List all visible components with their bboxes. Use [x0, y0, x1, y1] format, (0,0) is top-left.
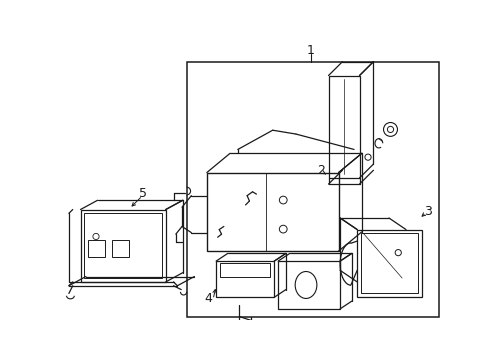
Bar: [111, 240, 128, 257]
Bar: [328, 76, 359, 178]
Text: 1: 1: [306, 44, 314, 57]
Bar: [84, 213, 162, 278]
Bar: [186, 62, 438, 316]
Bar: [360, 233, 417, 293]
Text: 5: 5: [138, 187, 146, 200]
Text: 3: 3: [424, 204, 431, 217]
Text: 2: 2: [316, 164, 324, 177]
Bar: [220, 264, 270, 277]
Bar: [88, 240, 105, 257]
Bar: [356, 230, 421, 297]
Text: 4: 4: [204, 292, 212, 305]
Bar: [81, 210, 165, 282]
Bar: [206, 172, 338, 251]
Bar: [278, 261, 340, 309]
Bar: [216, 261, 274, 297]
